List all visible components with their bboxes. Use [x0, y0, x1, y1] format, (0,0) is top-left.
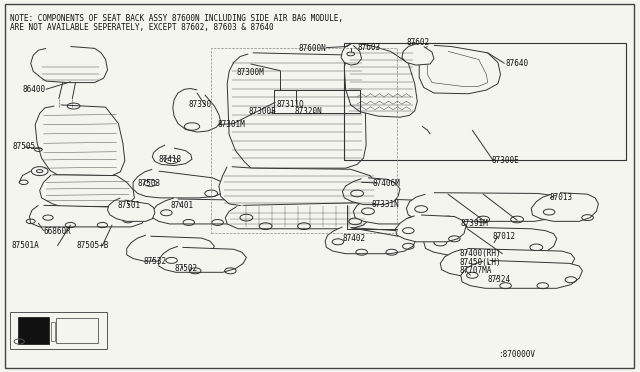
Text: 87502: 87502: [174, 264, 197, 273]
Polygon shape: [440, 248, 575, 276]
Polygon shape: [127, 235, 214, 261]
Text: 87501A: 87501A: [12, 241, 39, 250]
Text: 87391M: 87391M: [461, 219, 488, 228]
Bar: [18, 317, 49, 344]
Text: 87401: 87401: [171, 201, 194, 210]
Text: 87505: 87505: [13, 142, 36, 151]
Text: 87300M: 87300M: [237, 68, 264, 77]
Text: 87603: 87603: [357, 43, 380, 52]
Polygon shape: [344, 44, 417, 117]
Bar: [51, 322, 55, 341]
Text: 87324: 87324: [488, 275, 511, 284]
Text: 87013: 87013: [549, 193, 572, 202]
Polygon shape: [29, 205, 146, 227]
Polygon shape: [342, 178, 400, 205]
Polygon shape: [31, 46, 108, 83]
Polygon shape: [225, 203, 372, 229]
Text: 86400: 86400: [23, 85, 46, 94]
Bar: [56, 318, 98, 343]
Text: 87300E: 87300E: [248, 107, 276, 116]
Text: 87331N: 87331N: [371, 200, 399, 209]
Text: 87300E: 87300E: [492, 156, 519, 165]
Bar: [10, 312, 107, 349]
Text: ARE NOT AVAILABLE SEPERATELY, EXCEPT 87602, 87603 & 87640: ARE NOT AVAILABLE SEPERATELY, EXCEPT 876…: [10, 23, 273, 32]
Text: :870000V: :870000V: [498, 350, 535, 359]
Polygon shape: [159, 246, 246, 272]
Text: 87402: 87402: [342, 234, 365, 243]
Polygon shape: [396, 215, 466, 242]
Text: 87505+B: 87505+B: [77, 241, 109, 250]
Text: 87418: 87418: [159, 155, 182, 164]
Polygon shape: [133, 169, 225, 198]
Polygon shape: [325, 227, 416, 254]
Text: 87602: 87602: [406, 38, 429, 47]
Polygon shape: [227, 53, 366, 168]
Text: 87450(LH): 87450(LH): [460, 258, 501, 267]
Polygon shape: [152, 198, 253, 224]
Polygon shape: [35, 105, 125, 176]
Text: 87532: 87532: [144, 257, 167, 266]
Polygon shape: [40, 175, 134, 206]
Text: NOTE: COMPONENTS OF SEAT BACK ASSY 87600N INCLUDING SIDE AIR BAG MODULE,: NOTE: COMPONENTS OF SEAT BACK ASSY 87600…: [10, 14, 342, 23]
Text: 87501: 87501: [117, 201, 140, 210]
Polygon shape: [419, 45, 500, 94]
Polygon shape: [402, 44, 434, 65]
Polygon shape: [108, 198, 155, 221]
Polygon shape: [406, 193, 562, 221]
Text: 87503: 87503: [138, 179, 161, 187]
Polygon shape: [424, 227, 557, 255]
Text: 87707MA: 87707MA: [460, 266, 492, 275]
Text: 87320N: 87320N: [294, 107, 322, 116]
Text: 66860R: 66860R: [44, 227, 71, 236]
Polygon shape: [341, 44, 362, 65]
Polygon shape: [173, 89, 221, 132]
Text: 87406M: 87406M: [372, 179, 400, 187]
Bar: [344, 43, 626, 160]
Polygon shape: [353, 198, 428, 224]
Text: 87400(RH): 87400(RH): [460, 249, 501, 258]
Text: 87330: 87330: [189, 100, 212, 109]
Text: 87301M: 87301M: [218, 120, 245, 129]
Polygon shape: [531, 193, 598, 221]
Polygon shape: [428, 51, 488, 86]
Polygon shape: [152, 145, 192, 166]
Text: 87012: 87012: [493, 232, 516, 241]
Text: 87311Q: 87311Q: [276, 100, 304, 109]
Text: 87600N: 87600N: [299, 44, 326, 53]
Polygon shape: [219, 167, 379, 208]
Polygon shape: [461, 260, 582, 288]
Text: 87640: 87640: [506, 59, 529, 68]
